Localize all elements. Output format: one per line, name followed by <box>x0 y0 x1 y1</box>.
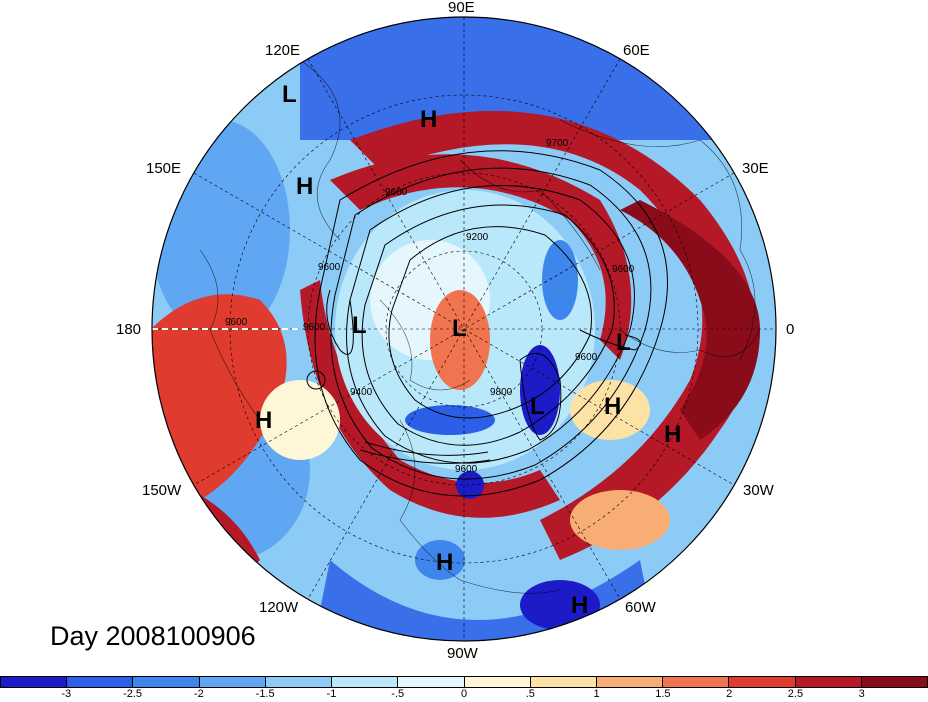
lon-label-60w: 60W <box>625 599 656 616</box>
lon-label-150w: 150W <box>142 482 182 499</box>
colorbar-tick-label: 3 <box>858 688 865 700</box>
colorbar-tick-label: 2 <box>726 688 733 700</box>
pressure-center: L <box>530 393 545 420</box>
lon-label-150e: 150E <box>146 160 182 177</box>
lon-label-30e: 30E <box>742 160 769 177</box>
pressure-center: H <box>604 393 621 420</box>
polar-map: 9700 9600 9200 9600 9600 9600 9400 9600 … <box>151 16 777 642</box>
pressure-center: L <box>352 312 367 339</box>
colorbar-segment <box>663 677 730 687</box>
colorbar-tick-label: .5 <box>525 688 535 700</box>
colorbar-segment <box>332 677 399 687</box>
colorbar-segment <box>530 677 597 687</box>
lon-label-120w: 120W <box>259 599 299 616</box>
colorbar-segment <box>795 677 862 687</box>
lon-label-120e: 120E <box>265 42 301 59</box>
colorbar-tick-label: -2 <box>193 688 204 700</box>
contour-label: 9400 <box>350 387 373 398</box>
pressure-center: H <box>664 421 681 448</box>
colorbar-tick-label: -1 <box>326 688 337 700</box>
colorbar-segment <box>729 677 796 687</box>
colorbar-tick-label: 2.5 <box>787 688 804 700</box>
colorbar-tick-label: -2.5 <box>123 688 143 700</box>
coastlines <box>199 59 761 594</box>
contour-label: 9600 <box>318 262 341 273</box>
lon-label-0: 0 <box>786 321 795 338</box>
colorbar-tick-label: -.5 <box>391 688 405 700</box>
lon-label-60e: 60E <box>623 42 650 59</box>
contour-label: 9600 <box>612 264 635 275</box>
plot-title: Day 2008100906 <box>50 621 256 651</box>
colorbar-segment <box>398 677 465 687</box>
colorbar-segment <box>861 677 928 687</box>
pressure-center: H <box>571 592 588 619</box>
pressure-center: L <box>616 329 631 356</box>
pressure-center: H <box>255 407 272 434</box>
lon-label-90e: 90E <box>448 0 475 16</box>
contour-label: 9600 <box>455 464 478 475</box>
colorbar-segment <box>1 677 68 687</box>
colorbar-segment <box>265 677 333 687</box>
colorbar-tick-label: 1 <box>593 688 600 700</box>
lon-label-90w: 90W <box>447 645 478 662</box>
colorbar-segment <box>133 677 200 687</box>
colorbar-tick-label: 1.5 <box>655 688 671 700</box>
contour-label: 9200 <box>466 232 489 243</box>
pressure-center: L <box>282 81 297 108</box>
pressure-center: H <box>296 173 313 200</box>
contour-label: 9700 <box>546 138 569 149</box>
contour-label: 9600 <box>575 352 598 363</box>
colorbar-tick-label: -3 <box>61 688 72 700</box>
lon-label-30w: 30W <box>743 482 774 499</box>
colorbar-segment <box>596 677 664 687</box>
contour-label: 9600 <box>225 317 248 328</box>
height-contours <box>306 150 668 497</box>
colorbar-segment <box>67 677 134 687</box>
colorbar-tick-label: 0 <box>460 688 468 700</box>
colorbar-tick-label: -1.5 <box>255 688 275 700</box>
contour-label: 9800 <box>490 387 513 398</box>
lon-label-180: 180 <box>116 321 142 338</box>
contour-label: 9600 <box>385 187 408 198</box>
pressure-center: H <box>436 549 453 576</box>
pressure-center: H <box>420 106 437 133</box>
colorbar <box>0 676 928 688</box>
pressure-center: L <box>452 315 467 342</box>
colorbar-segment <box>199 677 266 687</box>
map-border <box>151 16 777 642</box>
colorbar-segment <box>464 677 531 687</box>
contour-label: 9600 <box>303 322 326 333</box>
